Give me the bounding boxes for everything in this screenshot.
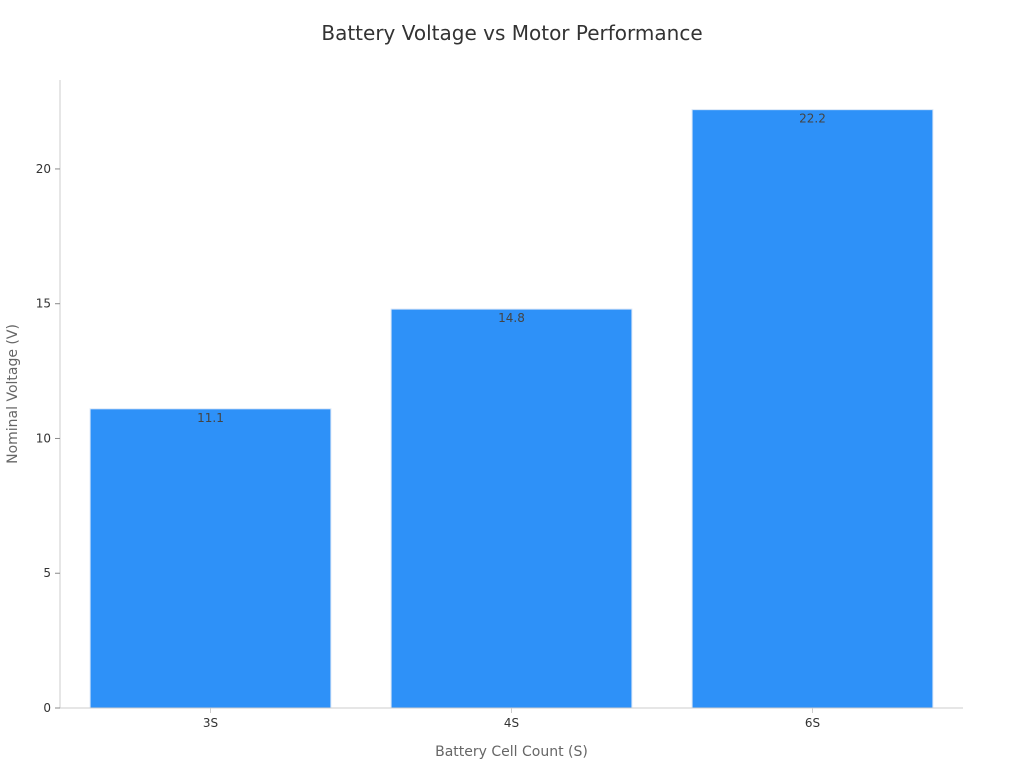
x-ticks: 3S 4S 6S bbox=[203, 708, 820, 730]
bar-3s bbox=[89, 408, 332, 709]
chart-title: Battery Voltage vs Motor Performance bbox=[321, 21, 703, 45]
y-tick-label: 10 bbox=[36, 431, 51, 445]
y-axis-title: Nominal Voltage (V) bbox=[5, 324, 21, 464]
bars-layer bbox=[89, 109, 934, 709]
bar-6s bbox=[691, 109, 934, 709]
data-label-4s: 14.8 bbox=[498, 311, 525, 325]
y-tick-label: 15 bbox=[36, 297, 51, 311]
data-label-6s: 22.2 bbox=[799, 112, 826, 126]
x-axis-title: Battery Cell Count (S) bbox=[435, 744, 588, 760]
y-tick-label: 5 bbox=[43, 566, 51, 580]
data-labels-layer: 11.1 14.8 22.2 bbox=[197, 112, 826, 425]
bar-4s bbox=[390, 308, 633, 709]
x-tick-label: 4S bbox=[504, 716, 519, 730]
x-tick-label: 3S bbox=[203, 716, 218, 730]
y-tick-label: 20 bbox=[36, 162, 51, 176]
y-tick-label: 0 bbox=[43, 701, 51, 715]
y-ticks: 0 5 10 15 20 bbox=[36, 162, 60, 715]
x-tick-label: 6S bbox=[805, 716, 820, 730]
data-label-3s: 11.1 bbox=[197, 411, 224, 425]
